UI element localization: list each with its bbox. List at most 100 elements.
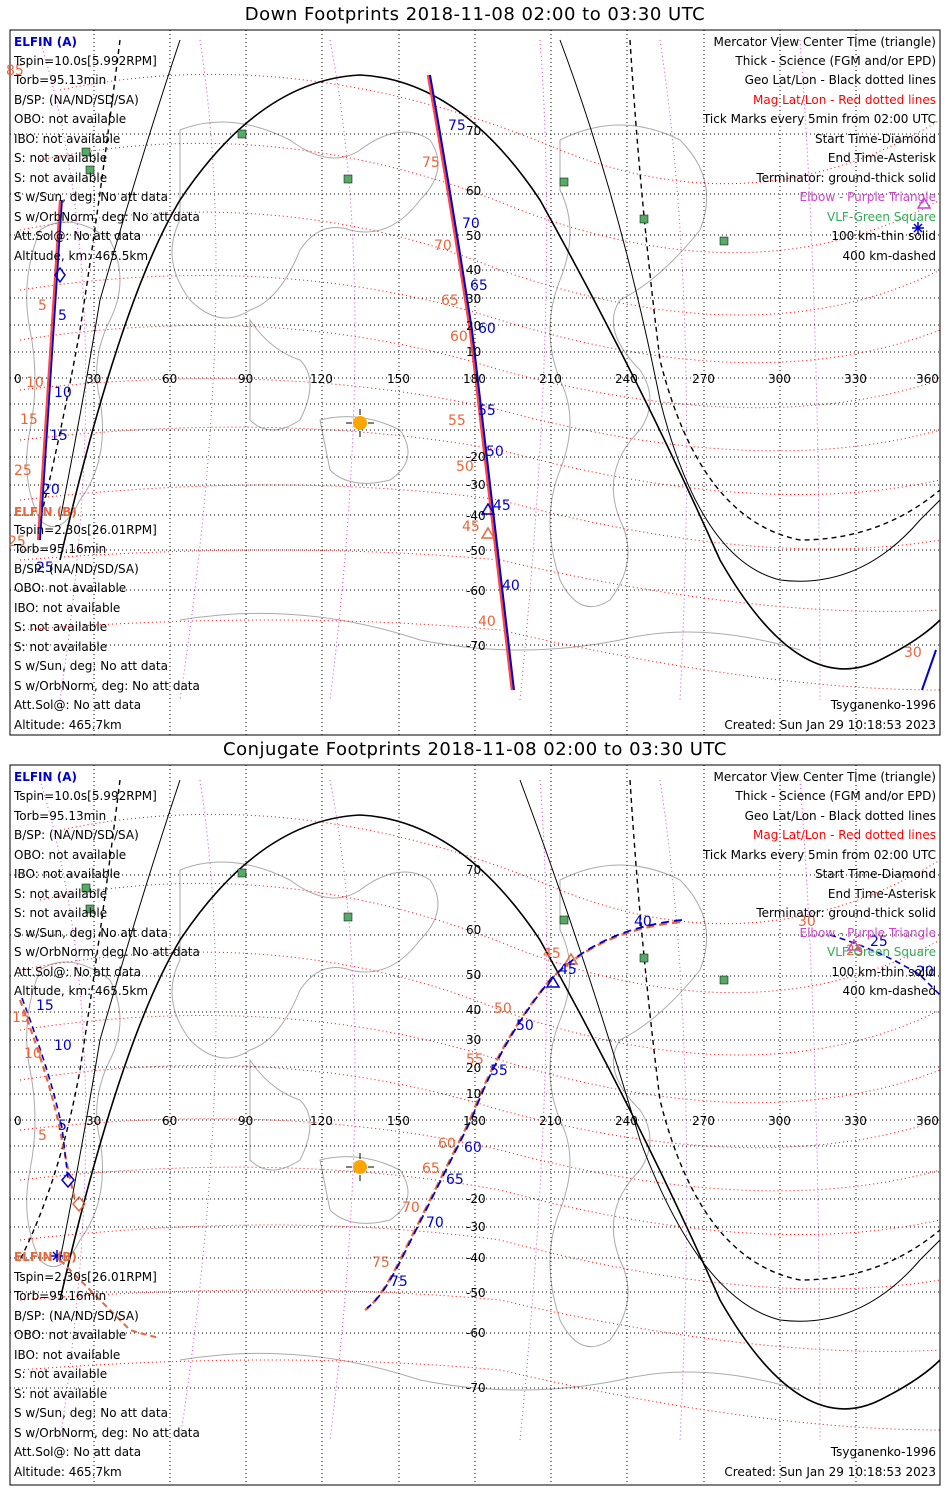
conj-b-tick-65: 65 [422,1161,440,1177]
down-a-line-6: S: not available [14,171,107,185]
down-mag-grid [19,73,941,691]
down-b-line-10: Altitude: 465.7km [14,718,122,732]
conj-b-line-1: Torb=95.16min [13,1289,106,1303]
conj-legend-6: End Time-Asterisk [828,887,936,901]
down-elfin-a-name: ELFIN (A) [14,35,77,49]
down-400km-west [39,39,121,521]
conj-b-line-7: S w/Sun, deg: No att data [14,1406,168,1420]
down-legend-2: Geo Lat/Lon - Black dotted lines [745,73,936,87]
conj-b-line-6: S: not available [14,1387,107,1401]
conjugate-vlf-stations [81,868,729,985]
conjugate-end-asterisk [51,1250,63,1262]
down-lon-180: 180 [463,372,486,386]
down-a-tick-5: 5 [58,308,67,324]
conj-lat-10: 10 [466,1087,481,1101]
down-sun-icon [346,409,374,437]
conjugate-100km-east [519,779,941,1322]
conj-elfin-b-name: ELFIN (B) [14,1250,77,1264]
down-terminator [59,74,941,670]
down-b-tick-65: 65 [441,293,459,309]
conj-legend-3: Mag Lat/Lon - Red dotted lines [753,828,936,842]
down-lat-m70: -70 [466,639,486,653]
down-legend-0: Mercator View Center Time (triangle) [714,35,936,49]
down-elfin-b-name: ELFIN (B) [14,505,77,519]
conj-lon-210: 210 [539,1114,562,1128]
down-lat-axis: 70 60 50 40 30 20 10 -20 -30 -40 -50 -60… [466,124,486,653]
down-lon-330: 330 [844,372,867,386]
down-mag-meridians [39,39,821,701]
conj-lat-30: 30 [466,1033,481,1047]
conj-a-tick-5: 5 [58,1118,67,1134]
conj-b-line-10: Altitude: 465.7km [14,1465,122,1479]
down-400km-east [629,39,941,541]
down-center-triangle-b [480,526,496,539]
conjugate-coastlines [26,861,801,1391]
down-lat-m20: -20 [466,450,486,464]
down-lon-axis: 0 30 60 90 120 150 180 210 240 270 300 3… [14,372,939,386]
down-lon-360: 360 [916,372,939,386]
conj-b-tick-25: 25 [846,943,864,959]
conj-lat-m70: -70 [466,1381,486,1395]
down-lon-60: 60 [162,372,177,386]
conj-lat-60: 60 [466,923,481,937]
down-a-line-0: Tspin=10.0s[5.992RPM] [13,54,157,68]
down-b-tick-30: 30 [904,645,922,661]
conjugate-start-diamond-a [61,1171,75,1189]
down-lon-270: 270 [692,372,715,386]
conj-b-line-5: S: not available [14,1367,107,1381]
down-a-tick-25: 25 [36,560,54,576]
down-legend-7: Terminator: ground-thick solid [755,171,936,185]
conj-a-tick-50: 50 [516,1018,534,1034]
conj-lon-30: 30 [86,1114,101,1128]
down-a-tick-10: 10 [54,385,72,401]
down-a-tick-20: 20 [42,482,60,498]
conj-legend-10: 100 km-thin solid [831,965,936,979]
conjugate-100km-west [59,779,181,1261]
conjugate-elfin-a-east-track [829,934,941,996]
down-b-tick-10: 10 [26,375,44,391]
down-a-tick-40: 40 [502,578,520,594]
conj-legend-7: Terminator: ground-thick solid [755,906,936,920]
down-lat-50: 50 [466,229,481,243]
down-100km-east [559,39,941,582]
down-b-line-9: Att.Sol@: No att data [14,698,141,712]
conj-model: Tsyganenko-1996 [830,1445,936,1459]
conj-b-tick-10: 10 [24,1046,42,1062]
down-created: Created: Sun Jan 29 10:18:53 2023 [724,718,936,732]
conjugate-center-triangle-a [545,975,561,988]
conjugate-elbow-triangle [846,938,862,951]
down-lat-m30: -30 [466,478,486,492]
down-a-tick-50: 50 [486,444,504,460]
conj-legend-5: Start Time-Diamond [815,867,936,881]
conjugate-elfin-b-west-track [18,999,77,1201]
conj-a-tick-20: 20 [916,964,934,980]
down-start-diamond [54,266,66,284]
down-a-tick-85: 85 [6,63,24,79]
down-elbow-triangle [916,196,932,209]
down-elfin-a-track [429,74,515,691]
conj-b-tick-75: 75 [372,1255,390,1271]
conjugate-panel-title: Conjugate Footprints 2018-11-08 02:00 to… [223,739,727,760]
down-b-line-0: Tspin=2.30s[26.01RPM] [13,523,157,537]
down-a-line-7: S w/Sun, deg: No att data [14,190,168,204]
conjugate-400km-east [629,779,941,1281]
down-vlf-stations [81,129,729,246]
down-elfin-b-track [426,74,514,691]
conj-a-line-10: Altitude, km: 465.5km [14,984,148,998]
down-lon-240: 240 [615,372,638,386]
conj-lon-330: 330 [844,1114,867,1128]
down-b-line-7: S w/Sun, deg: No att data [14,659,168,673]
conj-lon-60: 60 [162,1114,177,1128]
down-b-line-1: Torb=95.16min [13,542,106,556]
down-b-tick-20: 25 [14,463,32,479]
down-lon-120: 120 [310,372,333,386]
down-legend-11: 400 km-dashed [842,249,936,263]
conj-lat-50: 50 [466,968,481,982]
conj-a-tick-55: 55 [490,1063,508,1079]
conjugate-mag-grid [19,813,941,1431]
conjugate-center-triangle-b [563,952,579,965]
conj-a-line-8: S w/OrbNorm, deg: No att data [14,945,200,959]
down-lon-30: 30 [86,372,101,386]
down-a-tick-45: 45 [493,498,511,514]
